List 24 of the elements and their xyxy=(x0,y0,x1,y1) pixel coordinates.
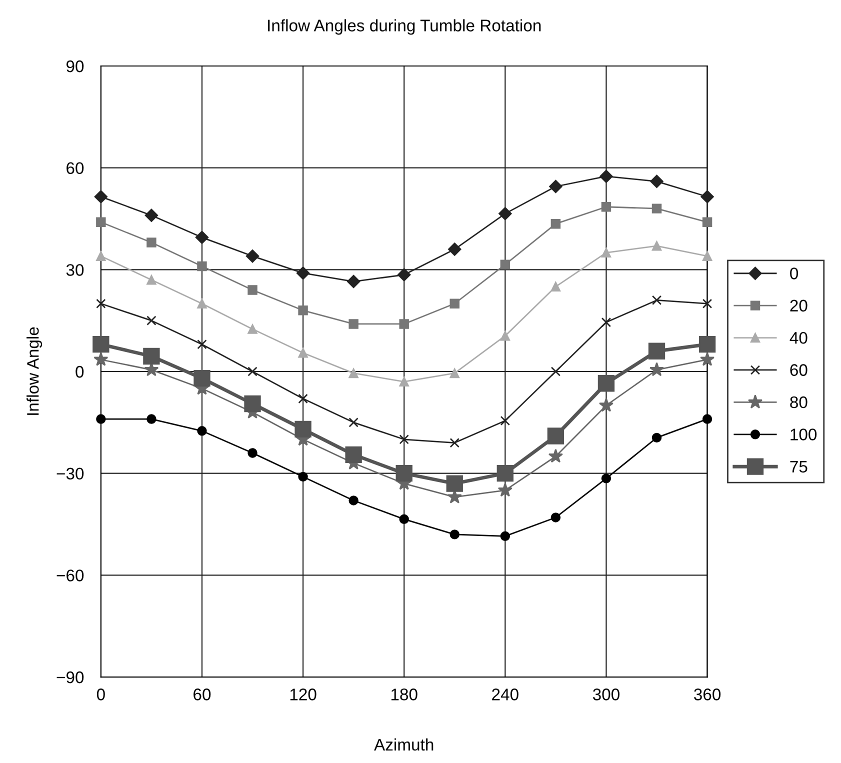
legend-label: 100 xyxy=(790,428,817,440)
y-tick-label: 30 xyxy=(66,264,84,276)
chart-title: Inflow Angles during Tumble Rotation xyxy=(268,19,541,35)
x-tick-label: 180 xyxy=(391,688,418,700)
legend-label: 60 xyxy=(790,364,808,376)
x-tick-label: 60 xyxy=(194,688,211,700)
x-tick-label: 300 xyxy=(592,688,620,700)
legend-label: 40 xyxy=(790,332,808,344)
legend-label: 75 xyxy=(790,460,808,473)
x-axis-title: Azimuth xyxy=(374,738,434,751)
x-tick-label: 0 xyxy=(96,688,105,700)
y-tick-label: 90 xyxy=(66,60,84,72)
x-tick-label: 240 xyxy=(492,688,518,700)
y-axis-title: Inflow Angle xyxy=(26,327,42,415)
y-tick-label: 0 xyxy=(76,366,84,378)
legend-label: 0 xyxy=(790,268,798,280)
x-tick-label: 120 xyxy=(290,688,316,700)
y-tick-label: 60 xyxy=(66,162,84,174)
legend-label: 80 xyxy=(790,396,808,408)
y-tick-label: −90 xyxy=(56,671,84,684)
x-tick-label: 360 xyxy=(694,688,721,700)
y-tick-label: −60 xyxy=(56,570,84,582)
y-tick-label: −30 xyxy=(56,468,84,480)
legend-label: 20 xyxy=(790,300,808,312)
